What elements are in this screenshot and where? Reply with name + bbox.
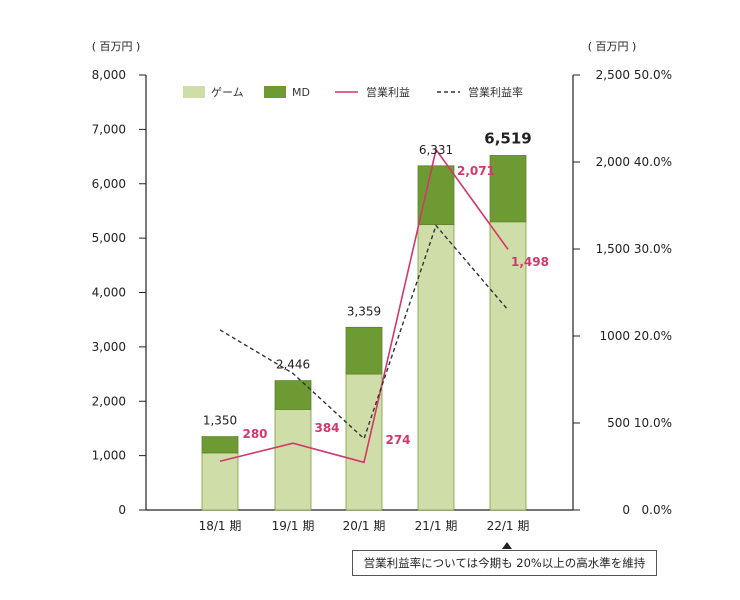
pct-tick-label: 40.0% <box>634 155 672 169</box>
left-tick-label: 2,000 <box>92 394 126 408</box>
total-label: 6,331 <box>419 143 453 157</box>
pct-tick-label: 30.0% <box>634 242 672 256</box>
category-label: 20/1 期 <box>343 519 386 533</box>
legend-swatch-md <box>264 86 286 98</box>
category-label: 18/1 期 <box>199 519 242 533</box>
legend-swatch-game <box>183 86 205 98</box>
right-tick-label: 1,500 <box>596 242 630 256</box>
legend: ゲーム MD 営業利益 営業利益率 <box>183 85 523 99</box>
pct-tick-label: 50.0% <box>634 68 672 82</box>
lines <box>219 147 509 464</box>
bar-game <box>417 224 455 511</box>
bar-game <box>201 452 239 511</box>
operating-margin-line <box>219 224 509 440</box>
left-tick-label: 3,000 <box>92 340 126 354</box>
note-callout: 営業利益率については今期も 20%以上の高水準を維持 <box>352 550 657 576</box>
bar-md <box>489 155 527 223</box>
bar-md <box>201 436 239 454</box>
right-tick-label: 2,500 <box>596 68 630 82</box>
right-tick-label: 0 <box>622 503 630 517</box>
legend-label-md: MD <box>292 86 310 99</box>
right-unit-label: ( 百万円 ) <box>588 40 637 53</box>
bar-md <box>345 326 383 375</box>
left-tick-label: 8,000 <box>92 68 126 82</box>
legend-label-game: ゲーム <box>211 86 244 99</box>
pct-tick-label: 0.0% <box>642 503 673 517</box>
profit-label: 384 <box>314 421 339 435</box>
right-tick-label: 1000 <box>599 329 630 343</box>
note-pointer <box>502 542 512 549</box>
bar-game <box>489 221 527 511</box>
data-labels: 1,350 2,446 3,359 6,331 6,519 280 384 274 2,071 1… <box>203 129 549 447</box>
bar-game <box>345 373 383 511</box>
left-unit-label: ( 百万円 ) <box>92 40 141 53</box>
bar-md <box>417 165 455 225</box>
total-label: 3,359 <box>347 304 381 318</box>
legend-label-profit: 営業利益 <box>366 85 410 99</box>
bars <box>201 155 527 511</box>
profit-label: 1,498 <box>511 255 549 269</box>
total-label: 6,519 <box>484 129 531 147</box>
left-tick-label: 4,000 <box>92 286 126 300</box>
bar-md <box>274 380 312 410</box>
left-tick-label: 6,000 <box>92 177 126 191</box>
category-label: 22/1 期 <box>487 519 530 533</box>
operating-profit-line <box>219 147 509 464</box>
pct-tick-label: 20.0% <box>634 329 672 343</box>
axes: 0 1,000 2,000 3,000 4,000 5,000 6,000 7,000 8,00… <box>92 40 672 549</box>
legend-label-margin: 営業利益率 <box>468 85 523 99</box>
left-tick-label: 7,000 <box>92 122 126 136</box>
category-label: 21/1 期 <box>415 519 458 533</box>
profit-label: 274 <box>385 433 410 447</box>
left-tick-label: 1,000 <box>92 449 126 463</box>
total-label: 2,446 <box>276 358 310 372</box>
left-tick-label: 5,000 <box>92 231 126 245</box>
total-label: 1,350 <box>203 414 237 428</box>
profit-label: 2,071 <box>457 164 495 178</box>
bar-game <box>274 409 312 511</box>
right-tick-label: 500 <box>607 416 630 430</box>
right-tick-label: 2,000 <box>596 155 630 169</box>
profit-label: 280 <box>242 427 267 441</box>
category-label: 19/1 期 <box>272 519 315 533</box>
left-tick-label: 0 <box>118 503 126 517</box>
pct-tick-label: 10.0% <box>634 416 672 430</box>
